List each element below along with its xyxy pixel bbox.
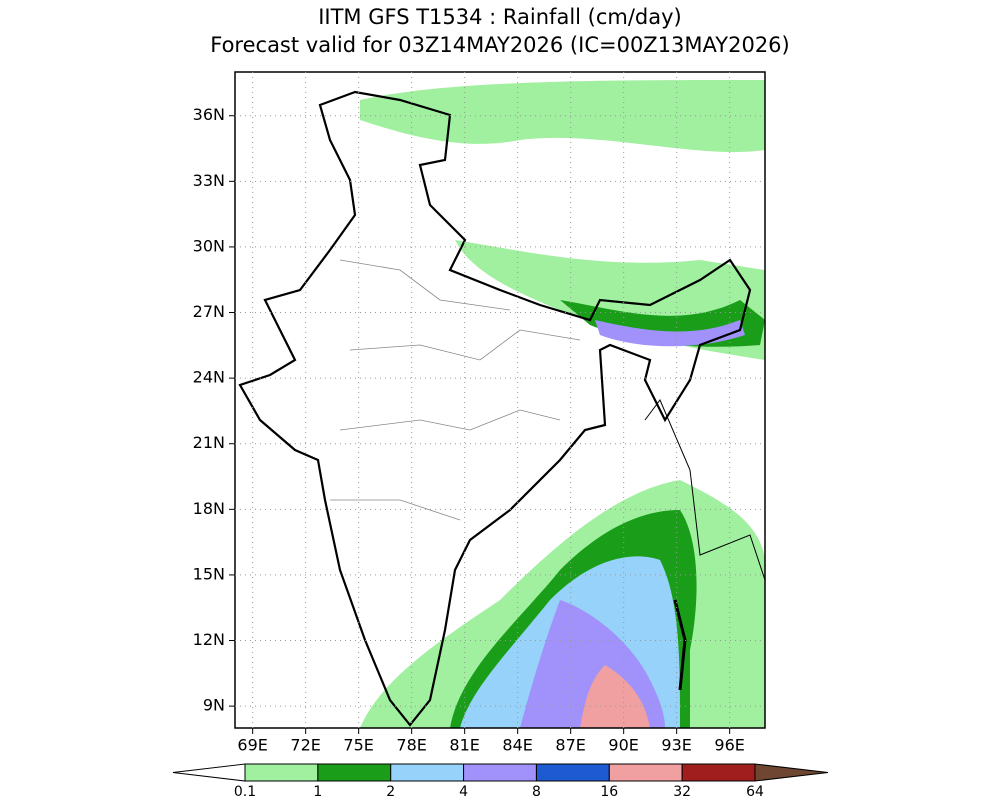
title-line: IITM GFS T1534 : Rainfall (cm/day) <box>318 5 682 29</box>
y-tick-label: 30N <box>193 236 225 255</box>
x-tick-label: 90E <box>608 736 638 755</box>
x-tick-label: 78E <box>396 736 426 755</box>
y-tick-label: 24N <box>193 368 225 387</box>
colorbar-label: 16 <box>600 784 618 800</box>
colorbar-box <box>390 763 465 782</box>
x-tick-label: 81E <box>449 736 479 755</box>
y-tick-label: 36N <box>193 105 225 124</box>
x-tick-label: 93E <box>661 736 691 755</box>
colorbar-box <box>681 763 756 782</box>
state-boundaries <box>330 259 581 521</box>
country-boundaries <box>238 90 766 727</box>
colorbar-label: 64 <box>746 784 764 800</box>
x-tick-label: 84E <box>502 736 532 755</box>
colorbar-box <box>608 763 683 782</box>
colorbar-box <box>463 763 537 782</box>
map-frame <box>234 71 766 729</box>
colorbar-arrow <box>172 763 246 782</box>
title-line: Forecast valid for 03Z14MAY2026 (IC=00Z1… <box>210 33 789 57</box>
y-tick-label: 27N <box>193 302 225 321</box>
y-tick-label: 9N <box>203 696 225 715</box>
colorbar-box <box>317 763 392 782</box>
x-tick-label: 96E <box>714 736 744 755</box>
colorbar-box <box>535 763 610 782</box>
x-tick-label: 75E <box>343 736 373 755</box>
rainfall-field <box>360 80 765 728</box>
x-tick-label: 69E <box>237 736 267 755</box>
y-tick-label: 15N <box>193 564 225 583</box>
y-tick-label: 33N <box>193 171 225 190</box>
colorbar-label: 32 <box>673 784 691 800</box>
colorbar-label: 8 <box>532 784 541 800</box>
colorbar-arrow <box>754 763 829 782</box>
colorbar-label: 2 <box>386 784 395 800</box>
x-tick-label: 72E <box>290 736 320 755</box>
y-tick-label: 18N <box>193 499 225 518</box>
x-tick-label: 87E <box>555 736 585 755</box>
y-tick-label: 21N <box>193 433 225 452</box>
colorbar-label: 1 <box>313 784 322 800</box>
y-tick-label: 12N <box>193 630 225 649</box>
colorbar-box <box>244 763 319 782</box>
colorbar-label: 0.1 <box>234 784 256 800</box>
colorbar-label: 4 <box>459 784 468 800</box>
